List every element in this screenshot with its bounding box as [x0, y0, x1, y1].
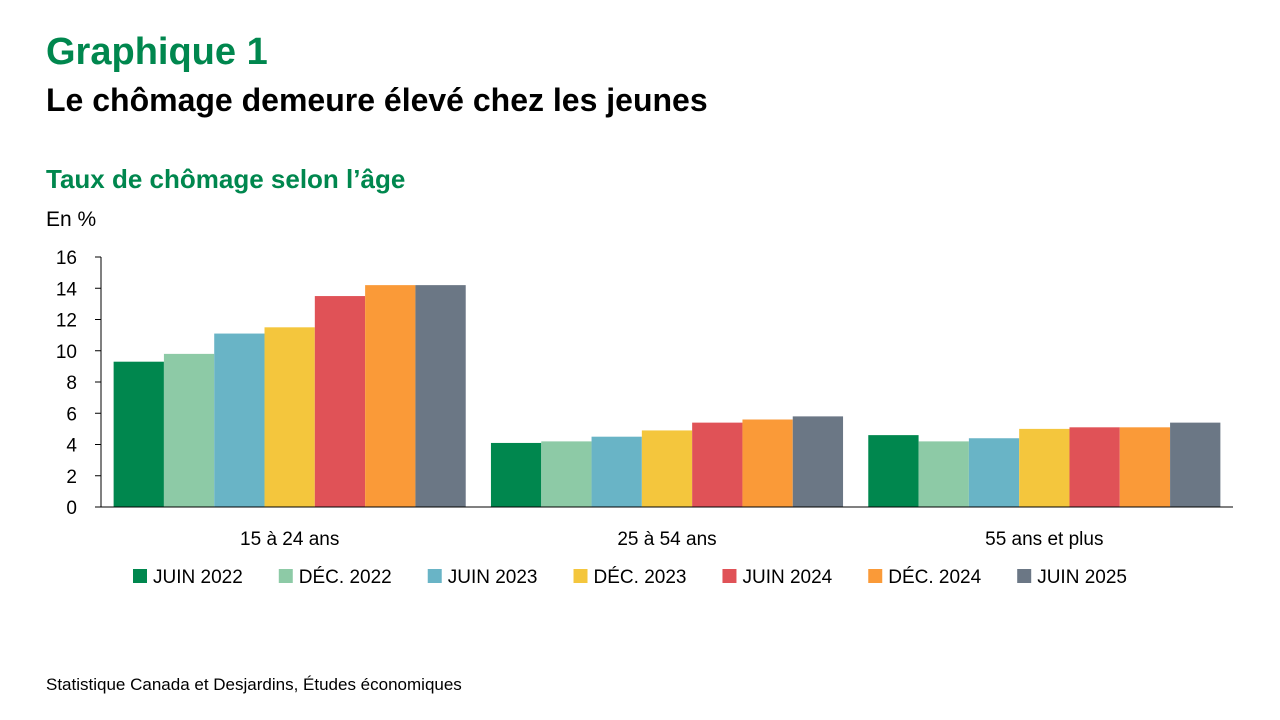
bar-0-0: [113, 361, 164, 507]
legend-label: DÉC. 2024: [888, 567, 981, 588]
legend-swatch: [573, 569, 588, 583]
legend-swatch: [868, 569, 883, 583]
bar-0-1: [163, 353, 215, 508]
y-tick-label: 2: [66, 467, 77, 488]
chart-number-title: Graphique 1: [46, 31, 268, 73]
bar-1-5: [742, 419, 793, 507]
y-axis-unit-label: En %: [46, 208, 97, 231]
bar-0-3: [264, 327, 315, 507]
legend-swatch: [133, 569, 147, 583]
x-tick-label: 55 ans et plus: [985, 529, 1103, 550]
bar-2-6: [1170, 422, 1221, 508]
legend-label: JUIN 2022: [153, 567, 243, 588]
bar-0-6: [415, 285, 466, 508]
y-tick-label: 16: [56, 248, 77, 269]
y-tick-label: 10: [56, 342, 77, 363]
bar-1-2: [591, 436, 642, 507]
bar-1-4: [692, 422, 743, 508]
bar-0-2: [214, 333, 265, 507]
legend-label: DÉC. 2022: [299, 567, 392, 588]
y-tick-label: 6: [66, 404, 77, 425]
bar-2-3: [1019, 428, 1070, 508]
bar-0-4: [314, 296, 366, 507]
y-tick-label: 4: [66, 436, 77, 457]
source-note: Statistique Canada et Desjardins, Études…: [46, 675, 462, 694]
y-tick-label: 14: [56, 279, 78, 300]
bar-2-5: [1119, 427, 1171, 507]
legend-label: JUIN 2023: [448, 567, 538, 588]
chart-headline: Le chômage demeure élevé chez les jeunes: [46, 82, 708, 118]
legend-swatch: [278, 569, 293, 583]
legend-label: JUIN 2025: [1037, 567, 1127, 588]
legend-swatch: [427, 569, 442, 583]
bar-1-6: [792, 416, 844, 508]
x-tick-label: 25 à 54 ans: [617, 529, 716, 550]
bars-group: [113, 285, 1221, 508]
bar-2-4: [1069, 427, 1120, 507]
y-tick-label: 0: [66, 498, 77, 519]
bar-2-2: [968, 438, 1020, 507]
legend-swatch: [1017, 569, 1032, 583]
y-tick-label: 12: [56, 311, 77, 332]
legend-label: JUIN 2024: [742, 567, 832, 588]
bar-0-5: [365, 285, 416, 508]
legend: JUIN 2022 DÉC. 2022 JUIN 2023 DÉC. 2023 JUIN…: [133, 567, 1127, 588]
legend-label: DÉC. 2023: [594, 567, 687, 588]
y-tick-label: 8: [66, 373, 77, 394]
bar-1-1: [541, 441, 592, 508]
legend-swatch: [722, 569, 737, 583]
bar-1-0: [490, 442, 542, 507]
bar-2-0: [868, 435, 919, 508]
axes-group: 15 à 24 ans 25 à 54 ans 55 ans et plus 0 2 4 6…: [56, 248, 1233, 550]
x-tick-label: 15 à 24 ans: [240, 529, 339, 550]
bar-1-3: [641, 430, 693, 507]
chart-title: Taux de chômage selon l’âge: [46, 164, 406, 194]
bar-2-1: [918, 441, 969, 508]
